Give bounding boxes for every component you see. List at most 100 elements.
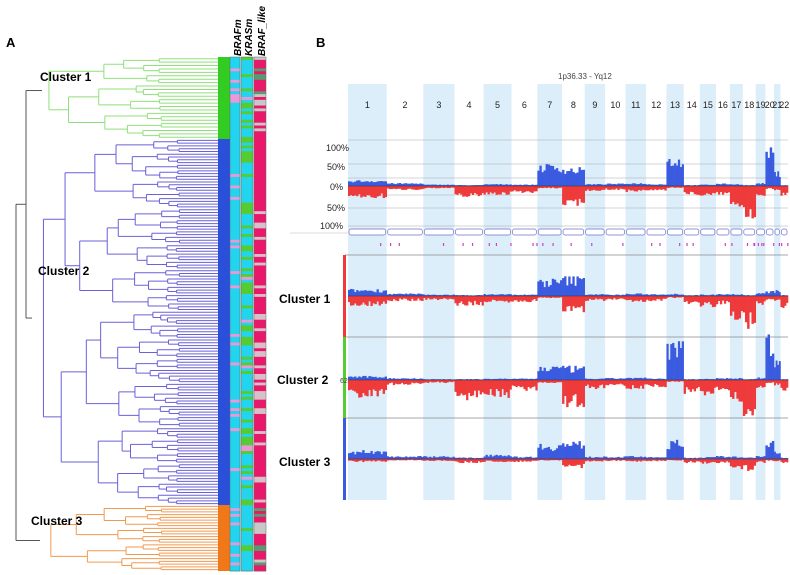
summary-loss-chr11	[625, 186, 628, 192]
track-cell	[241, 528, 253, 532]
cluster1-plot-gain-chr13	[668, 294, 671, 296]
cluster3-plot-loss-chr8	[568, 459, 571, 465]
track-cell	[241, 271, 253, 275]
cluster2-plot-gain-chr20	[771, 353, 775, 380]
cluster1-plot-gain-chr1	[350, 288, 353, 296]
track-cell	[241, 428, 253, 432]
ideogram-chr-5	[484, 228, 511, 236]
summary-gain-chr7	[549, 165, 553, 186]
cluster2-plot-loss-chr10	[609, 380, 612, 384]
track-cell	[241, 108, 253, 112]
track-cell	[241, 139, 253, 144]
track-cell	[230, 502, 240, 506]
track-cell	[230, 396, 240, 401]
track-cell	[241, 156, 253, 161]
cluster2-plot-loss-chr15	[711, 380, 715, 394]
cluster1-plot-gain-chr10	[611, 295, 614, 296]
cluster1-plot-loss-chr15	[709, 296, 713, 305]
track-label-braf-like: BRAF_like	[257, 6, 268, 56]
cluster1-plot-gain-chr18	[747, 295, 750, 296]
ideogram-marker	[570, 243, 572, 246]
cluster3-plot-loss-chr8	[570, 459, 573, 466]
track-cell	[230, 88, 240, 92]
cluster1-plot-gain-chr2	[398, 293, 402, 296]
cluster1-plot-gain-chr1	[382, 290, 385, 296]
cluster2-plot-gain-chr11	[641, 378, 645, 380]
track-cell	[230, 291, 240, 295]
cluster3-plot-loss-chr4	[462, 459, 465, 464]
cluster2-plot-gain-chr6	[515, 378, 518, 380]
summary-loss-chr11	[631, 186, 635, 191]
cluster1-plot-gain-chr9	[584, 294, 588, 296]
track-cell	[230, 79, 240, 84]
cluster3-plot-gain-chr2	[409, 456, 412, 459]
cluster1-plot-gain-chr6	[527, 294, 530, 296]
cluster3-plot-gain-chr8	[566, 444, 569, 459]
track-cell	[230, 214, 240, 218]
cluster1-plot-loss-chr10	[621, 296, 624, 299]
cluster1-plot-loss-chr1	[382, 296, 385, 302]
summary-gain-chr9	[603, 184, 606, 186]
track-cell	[254, 562, 266, 566]
summary-loss-chr22	[784, 186, 787, 195]
summary-loss-chr2	[417, 186, 420, 190]
cluster2-plot-loss-chr3	[436, 380, 440, 382]
cluster1-plot-loss-chr22	[784, 296, 787, 306]
cluster2-plot-gain-chr1	[378, 377, 381, 380]
cluster3-plot-loss-chr5	[493, 459, 496, 462]
track-cell	[254, 519, 266, 523]
summary-gain-chr8	[568, 170, 571, 186]
track-cell	[241, 202, 253, 206]
track-cell	[254, 453, 266, 458]
summary-gain-chr1	[372, 182, 375, 186]
track-cell	[230, 459, 240, 463]
track-cell	[254, 99, 266, 104]
cluster2-plot-gain-chr19	[755, 378, 758, 380]
track-label-krasm: KRASm	[244, 19, 255, 56]
cluster3-plot-gain-chr2	[419, 456, 422, 459]
cluster2-plot-gain-chr1	[368, 376, 371, 380]
summary-loss-chr7	[553, 186, 557, 189]
cluster2-plot-loss-chr1	[382, 380, 385, 394]
cluster1-plot-gain-chr22	[786, 295, 789, 296]
summary-gain-chr17	[732, 184, 735, 186]
cluster3-plot-loss-chr4	[460, 459, 463, 463]
cluster3-plot-gain-chr20	[765, 445, 768, 459]
cluster1-plot-loss-chr3	[438, 296, 442, 300]
cluster3-plot-gain-chr6	[519, 457, 522, 459]
cluster3-plot-gain-chr6	[521, 457, 524, 459]
track-cell	[230, 353, 240, 358]
summary-loss-chr2	[388, 186, 392, 190]
summary-gain-chr10	[619, 183, 622, 186]
cluster3-plot-gain-chr1	[358, 452, 361, 459]
cluster3-plot-loss-chr20	[771, 459, 775, 461]
cluster3-plot-gain-chr11	[637, 457, 641, 459]
cluster1-plot-gain-chr11	[635, 293, 639, 296]
cluster2-plot-gain-chr1	[376, 377, 379, 380]
cluster1-plot-loss-chr22	[780, 296, 783, 308]
summary-loss-chr21	[777, 186, 780, 190]
track-cell	[241, 519, 253, 523]
cluster1-plot-loss-chr12	[656, 296, 659, 300]
cluster1-plot-gain-chr7	[537, 281, 540, 296]
cluster3-plot-loss-chr11	[631, 459, 635, 462]
cluster3-plot-loss-chr16	[725, 459, 729, 462]
track-cell	[241, 322, 253, 326]
summary-loss-chr9	[592, 186, 596, 190]
cluster3-plot-gain-chr8	[562, 443, 565, 459]
cluster3-plot-loss-chr15	[713, 459, 717, 463]
cluster1-plot-gain-chr6	[525, 295, 528, 296]
cluster2-plot-gain-chr5	[493, 378, 496, 380]
track-cell	[241, 319, 253, 323]
cluster3-plot-loss-chr2	[413, 459, 416, 461]
cluster3-plot-loss-chr3	[440, 459, 444, 461]
track-cell	[230, 59, 240, 64]
cluster2-plot-gain-chr8	[582, 366, 585, 380]
cluster3-plot-loss-chr1	[384, 459, 388, 462]
cluster1-plot-gain-chr16	[715, 294, 719, 296]
track-cell	[230, 351, 240, 355]
track-cell	[241, 522, 253, 526]
cluster1-plot-gain-chr3	[435, 294, 438, 296]
cluster1-plot-gain-chr13	[681, 294, 684, 296]
track-cell	[254, 399, 266, 403]
